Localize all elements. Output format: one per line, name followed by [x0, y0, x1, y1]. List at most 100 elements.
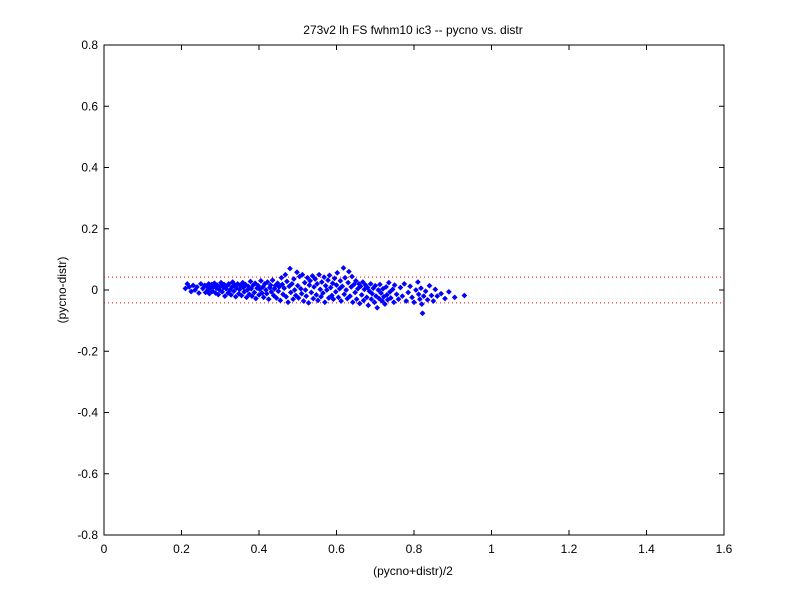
data-point [318, 279, 325, 285]
data-point [378, 290, 385, 297]
y-tick-label: -0.6 [77, 467, 98, 481]
data-point [268, 288, 275, 295]
data-point [304, 274, 311, 281]
chart-title: 273v2 lh FS fwhm10 ic3 -- pycno vs. dist… [303, 23, 522, 37]
data-point [249, 293, 255, 300]
data-point [260, 294, 267, 301]
data-point [195, 290, 202, 297]
data-point [290, 276, 297, 282]
data-point [321, 299, 328, 306]
data-point [359, 279, 366, 285]
data-point [297, 285, 304, 292]
data-point [325, 277, 331, 284]
data-point [300, 298, 307, 304]
data-point [329, 280, 336, 287]
data-point [415, 291, 422, 298]
data-point [461, 292, 468, 299]
data-point [264, 279, 271, 285]
data-point [310, 295, 317, 302]
data-point [337, 277, 344, 284]
data-point [335, 294, 342, 301]
data-point [334, 269, 341, 276]
data-points [182, 264, 468, 317]
data-point [405, 289, 412, 296]
data-point [257, 277, 264, 284]
data-point [251, 289, 258, 296]
data-point [308, 289, 315, 296]
data-point [331, 275, 338, 282]
y-axis-ticks: -0.8 -0.6 -0.4 -0.2 0 0.2 0.4 0.6 0.8 [77, 38, 724, 542]
data-point [442, 295, 448, 302]
y-tick-label: -0.8 [77, 528, 98, 542]
data-point [277, 297, 284, 304]
data-point [273, 295, 280, 301]
data-point [283, 293, 290, 300]
data-point [213, 285, 220, 292]
data-point [339, 283, 346, 290]
y-tick-label: 0 [91, 283, 98, 297]
data-point [219, 288, 226, 295]
data-point [313, 291, 320, 298]
data-point [232, 293, 239, 300]
y-tick-label: 0.2 [81, 222, 98, 236]
data-point [345, 279, 352, 286]
data-point [341, 291, 348, 298]
x-tick-label: 0.4 [251, 542, 268, 556]
data-point [236, 286, 243, 293]
data-point [294, 282, 301, 289]
data-point [338, 298, 345, 304]
data-point [409, 294, 416, 301]
data-point [422, 288, 429, 295]
data-point [314, 280, 321, 287]
x-tick-label: 1.4 [638, 542, 655, 556]
y-tick-label: 0.4 [81, 161, 98, 175]
data-point [381, 301, 388, 308]
data-point [345, 268, 352, 275]
x-tick-label: 1 [488, 542, 495, 556]
data-point [307, 277, 314, 284]
data-point [330, 296, 337, 303]
data-point [265, 296, 272, 303]
reference-lines [104, 276, 724, 304]
data-point [247, 278, 254, 285]
data-point [242, 281, 249, 288]
data-point [368, 296, 375, 303]
data-point [379, 298, 386, 304]
x-tick-label: 1.6 [716, 542, 733, 556]
x-axis-label: (pycno+distr)/2 [373, 564, 453, 578]
data-point [280, 291, 286, 298]
data-point [235, 290, 242, 297]
data-point [390, 299, 397, 306]
data-point [283, 278, 290, 285]
data-point [282, 271, 289, 278]
data-point [318, 293, 324, 300]
data-point [416, 296, 423, 303]
data-point [360, 297, 367, 304]
data-point [426, 282, 433, 289]
data-point [383, 283, 390, 290]
data-point [374, 304, 381, 311]
data-point [357, 283, 364, 290]
data-point [340, 264, 347, 271]
data-point [305, 299, 312, 306]
data-point [401, 280, 408, 287]
data-point [356, 300, 363, 307]
data-point [383, 291, 390, 298]
data-point [332, 288, 339, 295]
data-point [424, 296, 431, 303]
data-point [387, 295, 394, 301]
data-point [349, 299, 356, 306]
y-tick-label: -0.2 [77, 344, 98, 358]
data-point [279, 281, 286, 288]
data-point [428, 292, 435, 299]
data-point [352, 277, 359, 284]
data-point [397, 284, 404, 291]
data-point [314, 297, 321, 304]
data-point [369, 290, 376, 297]
data-point [311, 283, 317, 290]
data-point [372, 282, 379, 289]
data-point [306, 282, 313, 289]
data-point [347, 293, 354, 300]
data-point [299, 271, 306, 278]
